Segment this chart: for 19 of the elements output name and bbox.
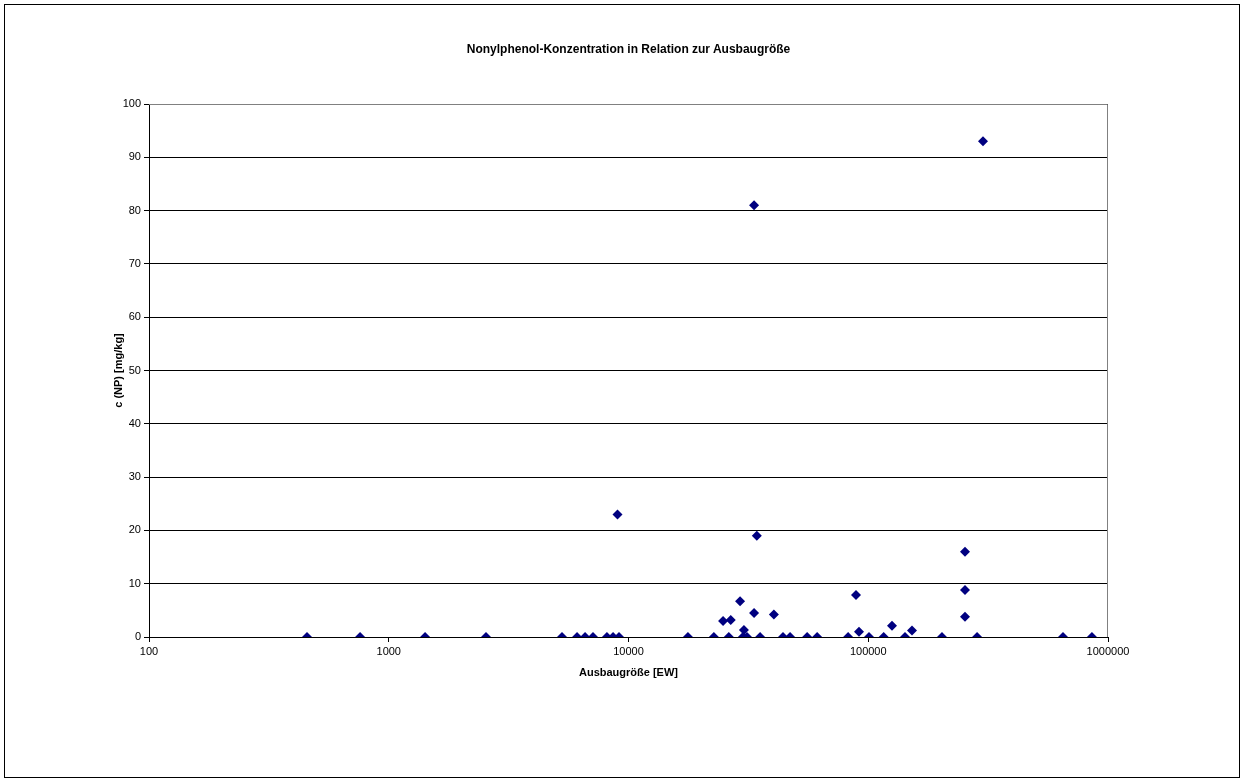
y-tick-label: 20 bbox=[128, 523, 141, 536]
x-tick-label: 10000 bbox=[613, 644, 644, 657]
y-tick-label: 0 bbox=[134, 630, 141, 643]
y-tick-label: 70 bbox=[128, 256, 141, 269]
x-axis-title: Ausbaugröße [EW] bbox=[579, 666, 679, 679]
chart-title: Nonylphenol-Konzentration in Relation zur Ausbaugröße bbox=[466, 42, 791, 57]
y-tick-label: 40 bbox=[128, 416, 141, 429]
y-tick-label: 100 bbox=[122, 97, 141, 110]
x-tick-label: 1000 bbox=[376, 644, 401, 657]
y-tick-label: 60 bbox=[128, 310, 141, 323]
x-tick-label: 100000 bbox=[849, 644, 887, 657]
y-tick-label: 80 bbox=[128, 203, 141, 216]
y-tick-label: 30 bbox=[128, 470, 141, 483]
x-tick-label: 100 bbox=[139, 644, 159, 657]
x-tick-label: 1000000 bbox=[1086, 644, 1130, 657]
y-tick-label: 90 bbox=[128, 150, 141, 163]
y-tick-label: 10 bbox=[128, 576, 141, 589]
y-axis-title: c (NP) [mg/kg] bbox=[111, 332, 124, 408]
y-tick-label: 50 bbox=[128, 363, 141, 376]
